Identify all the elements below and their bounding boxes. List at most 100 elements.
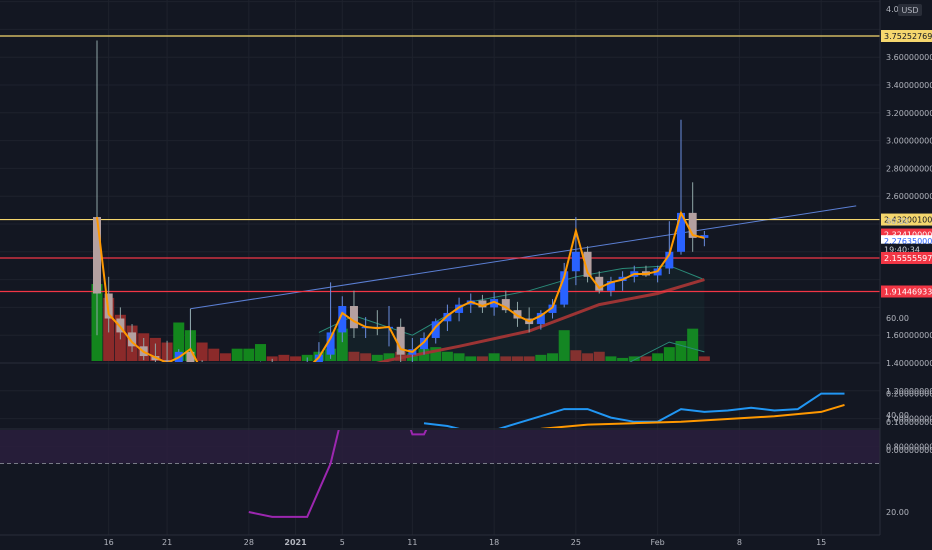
volume-bar (266, 356, 278, 361)
price-tag-bg (881, 30, 932, 42)
time-tick-label: 28 (244, 538, 254, 547)
volume-bar (290, 356, 302, 361)
price-tick-label: 1.40000000 (886, 359, 932, 368)
candle-body (490, 299, 499, 308)
candle-body (257, 366, 265, 377)
candle-body (688, 212, 697, 238)
candle-body (536, 312, 545, 325)
volume-bar (523, 356, 535, 361)
candle-body (571, 251, 580, 272)
time-tick-label: 5 (340, 538, 345, 547)
time-tick-label: 2021 (284, 538, 307, 547)
indicator-overlays (189, 205, 857, 362)
rsi-tick-label: 80.00 (886, 217, 909, 226)
volume-bar (675, 340, 687, 361)
volume-bar (219, 353, 231, 361)
price-tick-label: 1.00000000 (886, 415, 932, 424)
price-tick-label: 2.80000000 (886, 164, 932, 173)
time-tick-label: 16 (104, 538, 114, 547)
volume-bar (173, 322, 185, 361)
candle-body (560, 271, 569, 305)
candle-body (443, 312, 452, 322)
time-tick-label: 11 (407, 538, 417, 547)
price-tick-label: 3.00000000 (886, 137, 932, 146)
price-tick-label: 3.40000000 (886, 81, 932, 90)
candle-body (595, 276, 604, 291)
volume-bar (430, 347, 442, 361)
volume-bar (418, 348, 430, 361)
candle-body (349, 306, 358, 329)
time-tick-label: Feb (651, 538, 665, 547)
price-tick-label: 1.20000000 (886, 387, 932, 396)
rsi-tick-label: 40.00 (886, 411, 909, 420)
rsi-band-fill (0, 430, 880, 464)
price-tag-label: 1.91446933 (884, 287, 932, 296)
volume-bar (278, 354, 290, 361)
candle-body (513, 310, 522, 319)
band-fill (318, 265, 705, 362)
candle-body (583, 251, 592, 277)
volume-bar (570, 350, 582, 361)
volume-bar (593, 351, 605, 361)
price-tag-label: 2.15555597 (884, 254, 932, 263)
candle-body (93, 217, 101, 294)
candle-body (186, 351, 195, 362)
band-lower-line (628, 341, 705, 362)
time-tick-label: 21 (162, 538, 172, 547)
volume-bar (465, 356, 477, 361)
volume-bar (453, 353, 465, 361)
volume-bar (255, 344, 267, 361)
time-axis[interactable]: 16 21 28 2021 5 11 18 25 Feb 8 15 (104, 538, 827, 547)
price-tag-bg (881, 213, 932, 226)
macd-line (423, 392, 845, 428)
volume-bar (582, 353, 594, 361)
currency-label[interactable]: USD (901, 6, 918, 15)
fast-moving-average (96, 210, 705, 362)
candle-body (198, 369, 206, 380)
volume-bar (336, 328, 348, 361)
volume-bar (441, 351, 453, 361)
candle-body (606, 280, 615, 291)
candle-body (548, 304, 557, 313)
price-tag-label: 19:40:34 (884, 246, 920, 255)
horizontal-levels (0, 35, 880, 293)
volume-bar (500, 356, 512, 361)
candle-body (280, 376, 288, 377)
currency-badge-bg[interactable] (898, 4, 922, 16)
price-tag-label: 2.32410000 (884, 231, 932, 240)
volume-bar (535, 354, 547, 361)
price-axis[interactable]: 3.60000000 3.40000000 3.20000000 3.00000000… (881, 30, 932, 517)
candle-body (210, 380, 218, 388)
price-tick-label: 2.60000000 (886, 192, 932, 201)
macd-tick-label: 0.00000000 (886, 446, 932, 455)
price-tag-bg (881, 285, 932, 298)
time-tick-label: 15 (816, 538, 826, 547)
candle-body (665, 251, 674, 269)
price-axis-background (880, 0, 932, 550)
macd-tick-label: 0.10000000 (886, 418, 932, 427)
candle-body (163, 360, 172, 362)
band-upper-line (318, 265, 705, 336)
volume-bar (231, 348, 243, 361)
volume-bar (196, 342, 208, 361)
price-tick-label: 3.60000000 (886, 53, 932, 62)
volume-bar (617, 357, 629, 361)
volume-bar (383, 353, 395, 361)
candle-body (221, 388, 229, 389)
candle-body (338, 306, 347, 333)
volume-bar (687, 328, 699, 361)
candle-body (700, 235, 709, 238)
macd-signal-line (540, 403, 845, 428)
macd-panel (423, 392, 845, 428)
volume-bar (628, 356, 640, 361)
volume-bar (488, 353, 500, 361)
price-tick-label: 3.20000000 (886, 109, 932, 118)
price-tag-label: 2.27635000 (884, 237, 932, 246)
price-tick-label: 0.80000000 (886, 442, 932, 451)
volume-bar (208, 348, 220, 361)
candle-body (478, 300, 487, 308)
volume-bar (360, 353, 372, 361)
candle-body (128, 332, 137, 347)
candle-body (420, 337, 429, 350)
